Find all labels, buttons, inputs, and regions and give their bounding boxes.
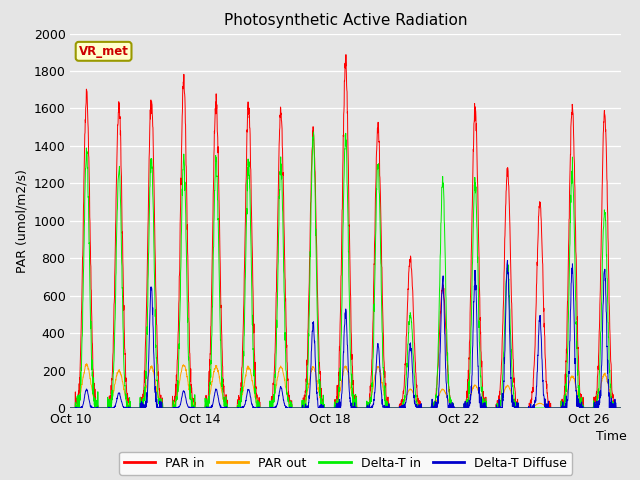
Title: Photosynthetic Active Radiation: Photosynthetic Active Radiation bbox=[224, 13, 467, 28]
PAR in bbox=[232, 405, 239, 411]
Delta-T Diffuse bbox=[67, 405, 74, 411]
PAR in bbox=[178, 127, 186, 133]
Delta-T Diffuse bbox=[500, 379, 508, 384]
Line: PAR out: PAR out bbox=[70, 364, 621, 408]
PAR in bbox=[617, 405, 625, 411]
Legend: PAR in, PAR out, Delta-T in, Delta-T Diffuse: PAR in, PAR out, Delta-T in, Delta-T Dif… bbox=[119, 452, 572, 475]
Delta-T Diffuse bbox=[617, 405, 625, 411]
Delta-T Diffuse bbox=[178, 394, 186, 399]
Delta-T in bbox=[500, 332, 508, 338]
Delta-T in bbox=[310, 129, 317, 135]
PAR out bbox=[110, 388, 118, 394]
PAR out bbox=[369, 384, 377, 390]
Line: Delta-T Diffuse: Delta-T Diffuse bbox=[70, 260, 621, 408]
Delta-T Diffuse bbox=[109, 405, 117, 411]
Delta-T Diffuse bbox=[504, 257, 511, 263]
PAR out bbox=[179, 365, 186, 371]
Delta-T Diffuse bbox=[186, 405, 193, 411]
PAR in bbox=[369, 316, 377, 322]
Delta-T in bbox=[67, 405, 74, 411]
Delta-T in bbox=[109, 368, 117, 373]
Y-axis label: PAR (umol/m2/s): PAR (umol/m2/s) bbox=[15, 169, 28, 273]
PAR in bbox=[109, 329, 117, 335]
Delta-T in bbox=[617, 405, 625, 411]
PAR out bbox=[67, 405, 74, 411]
PAR out bbox=[83, 361, 90, 367]
PAR in bbox=[342, 52, 350, 58]
Delta-T in bbox=[369, 354, 377, 360]
PAR in bbox=[186, 320, 193, 326]
Delta-T in bbox=[232, 405, 239, 411]
Text: VR_met: VR_met bbox=[79, 45, 129, 58]
Line: Delta-T in: Delta-T in bbox=[70, 132, 621, 408]
PAR out bbox=[232, 405, 240, 411]
Delta-T Diffuse bbox=[369, 402, 377, 408]
Line: PAR in: PAR in bbox=[70, 55, 621, 408]
PAR out bbox=[500, 388, 508, 394]
X-axis label: Time: Time bbox=[596, 431, 627, 444]
PAR in bbox=[67, 405, 74, 411]
PAR in bbox=[500, 266, 508, 272]
PAR out bbox=[186, 388, 193, 394]
Delta-T in bbox=[186, 370, 193, 375]
Delta-T Diffuse bbox=[232, 405, 239, 411]
Delta-T in bbox=[178, 204, 186, 210]
PAR out bbox=[617, 405, 625, 411]
